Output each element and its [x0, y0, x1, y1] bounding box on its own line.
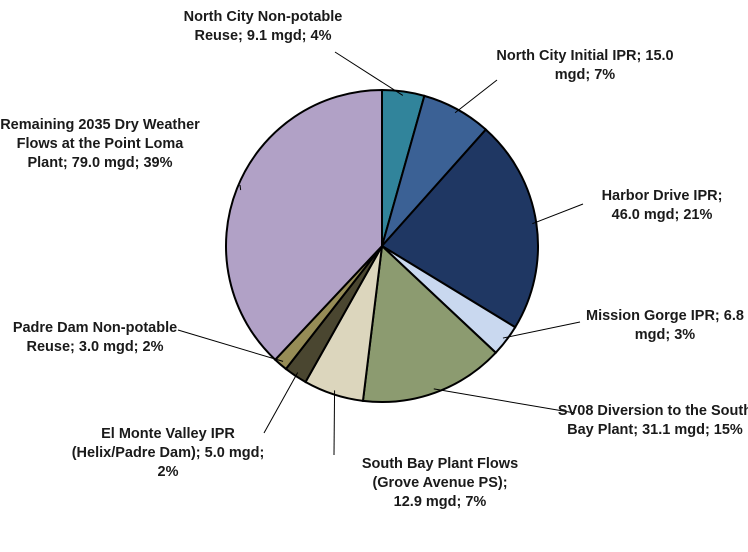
slice-label: North City Initial IPR; 15.0 mgd; 7%	[490, 47, 680, 85]
category-label: South Bay Plant Flows (Grove Avenue PS);	[361, 456, 519, 491]
category-label: North City Initial IPR;	[496, 48, 642, 64]
category-label: El Monte Valley IPR (Helix/Padre Dam);	[71, 426, 235, 461]
leader-line	[454, 79, 498, 114]
slice-label: South Bay Plant Flows (Grove Avenue PS);…	[360, 455, 520, 512]
leader-line	[433, 388, 576, 414]
leader-line	[177, 329, 284, 362]
slice-label: El Monte Valley IPR (Helix/Padre Dam); 5…	[63, 425, 273, 482]
pie-slice	[380, 128, 539, 329]
value-label: 3.0 mgd; 2%	[78, 339, 164, 355]
value-label: 31.1 mgd; 15%	[642, 422, 743, 438]
leader-line	[532, 203, 584, 225]
slice-label: SV08 Diversion to the South Bay Plant; 3…	[555, 402, 748, 440]
leader-line	[263, 372, 299, 434]
value-label: 79.0 mgd; 39%	[71, 155, 173, 171]
category-label: Harbor Drive IPR;	[601, 188, 723, 204]
value-label: 46.0 mgd; 21%	[611, 207, 713, 223]
slice-label: Padre Dam Non-potable Reuse; 3.0 mgd; 2%	[5, 319, 185, 357]
value-label: 9.1 mgd; 4%	[246, 28, 332, 44]
value-label: 6.8 mgd; 3%	[634, 308, 744, 343]
leader-line	[333, 390, 336, 456]
leader-line	[502, 321, 581, 339]
category-label: SV08 Diversion to the South Bay Plant;	[557, 403, 748, 438]
slice-label: Mission Gorge IPR; 6.8 mgd; 3%	[575, 307, 748, 345]
leader-line	[239, 184, 242, 191]
pie-slice	[361, 243, 498, 403]
leader-line	[334, 51, 404, 96]
value-label: 5.0 mgd; 2%	[157, 445, 265, 480]
slice-label: Remaining 2035 Dry Weather Flows at the …	[0, 116, 200, 173]
slice-label: Harbor Drive IPR; 46.0 mgd; 21%	[587, 187, 737, 225]
category-label: Remaining 2035 Dry Weather Flows at the …	[0, 117, 200, 171]
category-label: Mission Gorge IPR;	[586, 308, 720, 324]
slice-label: North City Non-potable Reuse; 9.1 mgd; 4…	[178, 8, 348, 46]
category-label: North City Non-potable Reuse;	[183, 9, 343, 44]
value-label: 12.9 mgd; 7%	[393, 494, 487, 510]
category-label: Padre Dam Non-potable Reuse;	[12, 320, 178, 355]
pie-slice	[225, 88, 383, 362]
value-label: 15.0 mgd; 7%	[554, 48, 674, 83]
